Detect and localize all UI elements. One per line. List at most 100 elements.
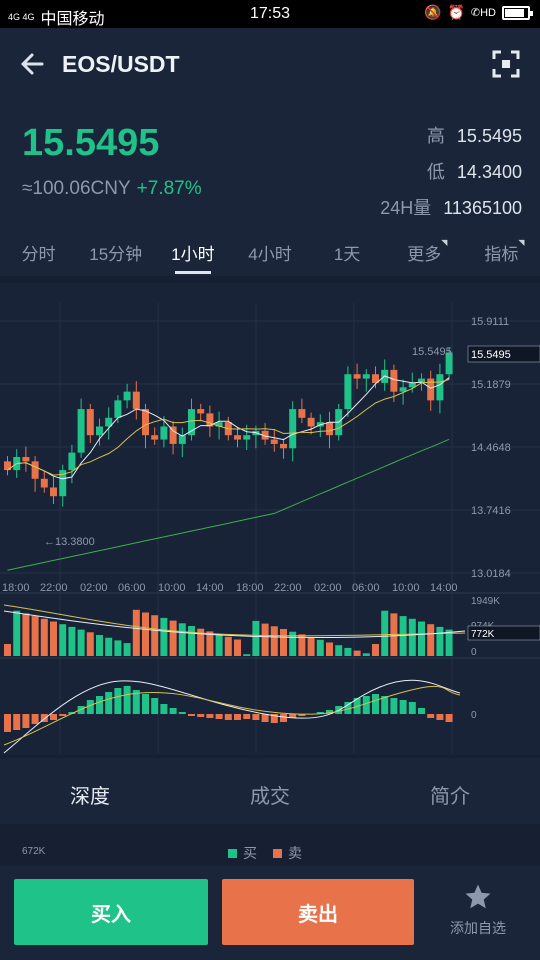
macd-bar: [77, 706, 85, 714]
candle-body: [160, 426, 168, 440]
candle-body: [77, 409, 85, 453]
hd-label: HD: [480, 7, 496, 19]
time-tick-label: 14:00: [430, 582, 458, 594]
time-tick-label: 22:00: [274, 582, 302, 594]
candle-body: [4, 461, 11, 471]
stat-value: 15.5495: [456, 126, 522, 146]
time-tick-label: 06:00: [352, 582, 380, 594]
macd-bar: [280, 714, 287, 722]
volume-bar: [197, 628, 205, 656]
arrow-left-icon[interactable]: [18, 50, 48, 78]
depth-chart: 672K 买 卖: [0, 826, 540, 866]
macd-bar: [408, 702, 416, 714]
legend-sell: 卖: [273, 843, 302, 863]
candle-body: [261, 430, 269, 440]
macd-bar: [215, 714, 223, 719]
tab-4hour[interactable]: 4小时: [248, 245, 292, 264]
ma10-line: [7, 379, 450, 476]
tab-intro[interactable]: 简介: [430, 786, 470, 808]
macd-bar: [86, 700, 94, 714]
candle-body: [59, 470, 67, 497]
macd-bar: [178, 712, 186, 714]
volume-tick-label: 1949K: [471, 596, 500, 607]
macd-bar: [445, 714, 453, 722]
macd-bar: [270, 714, 278, 723]
kline-svg[interactable]: 15.9111 15.1879 14.4648 13.7416 13.0184 15.54…: [0, 283, 540, 755]
volume-bar: [188, 626, 195, 656]
legend-buy-label: 买: [243, 845, 257, 861]
volume-bar: [40, 618, 48, 656]
price-tick-label: 13.0184: [471, 568, 511, 580]
candle-body: [169, 426, 177, 444]
stat-value: 14.3400: [456, 162, 522, 182]
macd-bar: [142, 694, 149, 714]
candle-body: [280, 443, 287, 449]
tab-1hour[interactable]: 1小时: [154, 228, 231, 276]
tab-trades[interactable]: 成交: [250, 786, 290, 808]
candle-body: [445, 352, 453, 375]
low-marker-label: ←13.3800: [44, 536, 95, 548]
tab-indicator-label: 指标: [484, 245, 519, 264]
candle-body: [40, 478, 48, 488]
macd-bar: [316, 712, 324, 714]
volume-bar: [436, 626, 444, 656]
add-favorite-button[interactable]: 添加自选: [428, 878, 528, 948]
candle-body: [50, 487, 57, 497]
candle-body: [418, 378, 425, 383]
buy-button[interactable]: 买入: [14, 879, 208, 945]
volume-bar: [270, 626, 278, 656]
alarm-icon: ⏰: [447, 4, 465, 20]
macd-bar: [96, 696, 103, 714]
volume-bar: [418, 621, 425, 656]
kline-chart[interactable]: 15.9111 15.1879 14.4648 13.7416 13.0184 15.54…: [0, 283, 540, 755]
stat-high: 高 15.5495: [427, 122, 522, 148]
high-marker-label: 15.5495: [412, 346, 452, 358]
stat-value: 11365100: [443, 198, 522, 218]
volume-bar: [215, 634, 223, 656]
tab-15min[interactable]: 15分钟: [89, 245, 143, 264]
tab-more-label: 更多: [407, 245, 442, 264]
depth-max-label: 672K: [22, 846, 46, 857]
price-tick-label: 14.4648: [471, 442, 511, 454]
macd-bar: [160, 704, 168, 714]
current-price-tag: [467, 345, 540, 363]
macd-bar: [151, 698, 159, 714]
volume-bar: [96, 635, 103, 656]
current-price-tag-label: 15.5495: [471, 349, 511, 361]
macd-bar: [40, 714, 48, 722]
macd-bar: [50, 714, 57, 720]
ma30-line: [7, 438, 450, 571]
tab-more[interactable]: 更多 ◥: [386, 228, 463, 276]
volume-bar: [77, 629, 85, 656]
macd-bar: [234, 714, 241, 720]
candle-body: [362, 374, 370, 379]
stat-label: 24H量: [380, 198, 432, 218]
candle-body: [132, 391, 140, 410]
macd-zero-label: 0: [471, 710, 477, 721]
last-price: 15.5495: [22, 122, 160, 164]
volume-ma-line: [3, 610, 466, 639]
tab-timeline[interactable]: 分时: [21, 245, 56, 264]
macd-bar: [298, 714, 306, 716]
candle-body: [353, 374, 361, 379]
candle-body: [22, 456, 30, 462]
volume-bar: [316, 639, 324, 656]
call-icon: ✆HD: [470, 7, 496, 19]
macd-dea-line: [3, 686, 461, 746]
volume-bar: [326, 642, 333, 656]
volume-tag: [467, 625, 540, 641]
tab-depth[interactable]: 深度: [70, 786, 110, 808]
candle-body: [151, 435, 159, 440]
tab-1day[interactable]: 1天: [333, 245, 361, 264]
macd-bar: [114, 688, 122, 714]
sell-button[interactable]: 卖出: [222, 879, 414, 945]
candle-body: [123, 391, 131, 401]
time-tick-label: 02:00: [80, 582, 108, 594]
macd-bar: [31, 714, 39, 724]
star-icon: [465, 884, 491, 909]
volume-bar: [50, 621, 57, 656]
volume-bar: [344, 647, 352, 656]
fullscreen-icon[interactable]: [492, 50, 520, 78]
tab-indicator[interactable]: 指标 ◥: [463, 228, 540, 276]
candle-body: [427, 378, 435, 401]
